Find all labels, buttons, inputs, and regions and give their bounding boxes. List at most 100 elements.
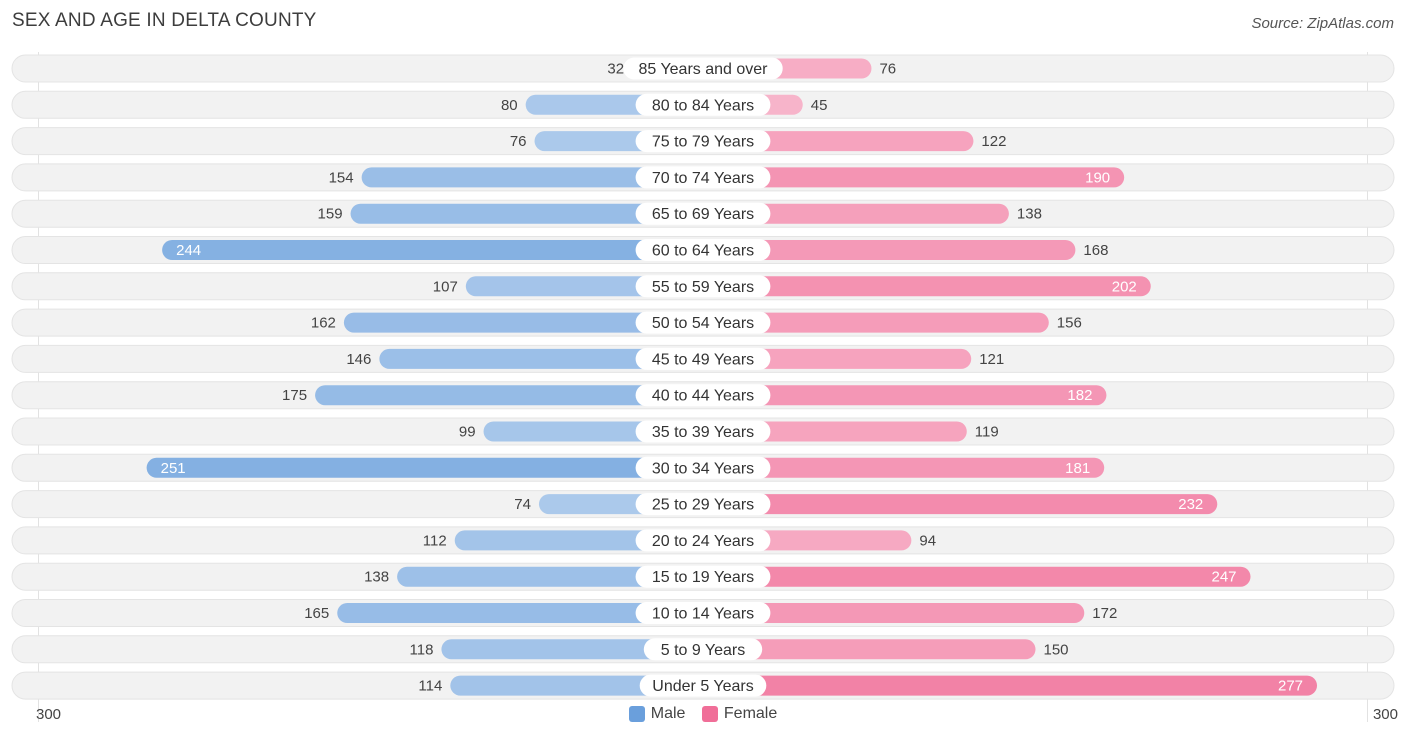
- category-label-pill: [635, 529, 771, 552]
- value-label-male: 159: [318, 206, 343, 223]
- bar-male: [337, 603, 703, 623]
- value-label-male: 154: [329, 169, 354, 186]
- category-label-pill: [635, 93, 771, 116]
- category-label: 70 to 74 Years: [652, 170, 754, 187]
- value-label-male: 138: [364, 569, 389, 586]
- category-label: 35 to 39 Years: [652, 424, 754, 441]
- value-label-male: 107: [433, 278, 458, 295]
- value-label-female: 202: [1112, 278, 1137, 295]
- category-label: 55 to 59 Years: [652, 279, 754, 296]
- category-label: 75 to 79 Years: [652, 134, 754, 151]
- category-label: 30 to 34 Years: [652, 460, 754, 477]
- value-label-male: 114: [418, 678, 442, 695]
- category-label: 15 to 19 Years: [652, 569, 754, 586]
- value-label-female: 150: [1044, 641, 1069, 658]
- value-label-male: 251: [161, 460, 186, 477]
- category-label: 85 Years and over: [639, 61, 769, 78]
- category-label-pill: [635, 420, 771, 443]
- category-label-pill: [635, 275, 771, 298]
- category-label-pill: [635, 166, 771, 189]
- legend-label-female: Female: [723, 705, 778, 722]
- bar-female: [703, 603, 1085, 623]
- value-label-female: 94: [919, 532, 936, 549]
- bar-female: [703, 203, 1009, 224]
- category-label: 40 to 44 Years: [652, 388, 754, 405]
- bar-male: [441, 639, 703, 660]
- value-label-female: 181: [1065, 460, 1090, 477]
- legend: Male Female: [0, 705, 1406, 727]
- value-label-female: 182: [1067, 387, 1092, 404]
- value-label-female: 247: [1211, 569, 1236, 586]
- bar-female: [703, 348, 972, 369]
- value-label-male: 146: [346, 351, 371, 368]
- category-label-pill: [635, 311, 771, 334]
- value-label-female: 232: [1178, 496, 1203, 513]
- legend-item-male: Male: [628, 705, 686, 723]
- category-label-pill: [635, 602, 771, 624]
- value-label-female: 190: [1085, 169, 1110, 186]
- value-label-female: 172: [1092, 605, 1117, 622]
- value-label-male: 175: [282, 387, 307, 404]
- category-label-pill: [635, 384, 771, 407]
- bar-female: [703, 494, 1218, 515]
- category-label-pill: [643, 638, 763, 661]
- axis-right-max-label: 300: [1372, 706, 1398, 723]
- value-label-male: 165: [304, 605, 329, 622]
- category-label-pill: [635, 565, 771, 588]
- value-label-male: 80: [501, 97, 518, 114]
- legend-swatch-male: [628, 706, 645, 722]
- category-label: 65 to 69 Years: [652, 206, 754, 223]
- bar-male: [315, 385, 703, 406]
- bar-female: [703, 639, 1036, 660]
- value-label-male: 32: [607, 61, 624, 78]
- value-label-male: 74: [514, 496, 531, 513]
- legend-label-male: Male: [650, 705, 686, 722]
- bar-male: [361, 167, 703, 188]
- value-label-male: 118: [410, 641, 434, 658]
- category-label-pill: [635, 130, 771, 153]
- category-label: 50 to 54 Years: [652, 315, 754, 332]
- bar-male: [450, 675, 703, 696]
- bar-male: [350, 203, 703, 224]
- category-label-pill: [635, 456, 771, 479]
- axis-left-max-label: 300: [36, 706, 62, 723]
- category-label-pill: [635, 493, 771, 516]
- legend-item-female: Female: [701, 705, 778, 723]
- value-label-female: 277: [1278, 678, 1303, 695]
- bar-female: [703, 276, 1151, 297]
- value-label-female: 119: [975, 424, 999, 441]
- category-label: 60 to 64 Years: [652, 243, 754, 260]
- bar-male: [343, 312, 703, 333]
- bar-female: [703, 131, 974, 152]
- category-label: 80 to 84 Years: [652, 97, 754, 114]
- value-label-female: 45: [811, 97, 828, 114]
- value-label-male: 99: [459, 424, 476, 441]
- bar-male: [162, 240, 704, 260]
- legend-swatch-female: [701, 706, 718, 722]
- value-label-female: 122: [981, 133, 1006, 150]
- category-label: 45 to 49 Years: [652, 351, 754, 368]
- category-label: 10 to 14 Years: [652, 606, 754, 623]
- bar-female: [703, 240, 1076, 260]
- bar-female: [703, 385, 1107, 406]
- category-label: 25 to 29 Years: [652, 497, 754, 514]
- chart-title: SEX AND AGE IN DELTA COUNTY: [12, 10, 317, 31]
- value-label-female: 76: [879, 61, 896, 78]
- value-label-male: 76: [510, 133, 527, 150]
- bar-male: [397, 566, 703, 587]
- category-label: 5 to 9 Years: [661, 642, 746, 659]
- category-label-pill: [635, 239, 771, 261]
- category-label: Under 5 Years: [652, 678, 753, 695]
- value-label-female: 156: [1057, 315, 1082, 332]
- value-label-male: 244: [176, 242, 201, 259]
- bar-female: [703, 312, 1049, 333]
- category-label-pill: [623, 57, 783, 80]
- category-label-pill: [635, 202, 771, 225]
- value-label-female: 121: [979, 351, 1004, 368]
- bar-female: [703, 675, 1318, 696]
- bar-female: [703, 457, 1105, 478]
- value-label-male: 162: [311, 315, 336, 332]
- category-label-pill: [635, 347, 771, 370]
- bar-female: [703, 566, 1251, 587]
